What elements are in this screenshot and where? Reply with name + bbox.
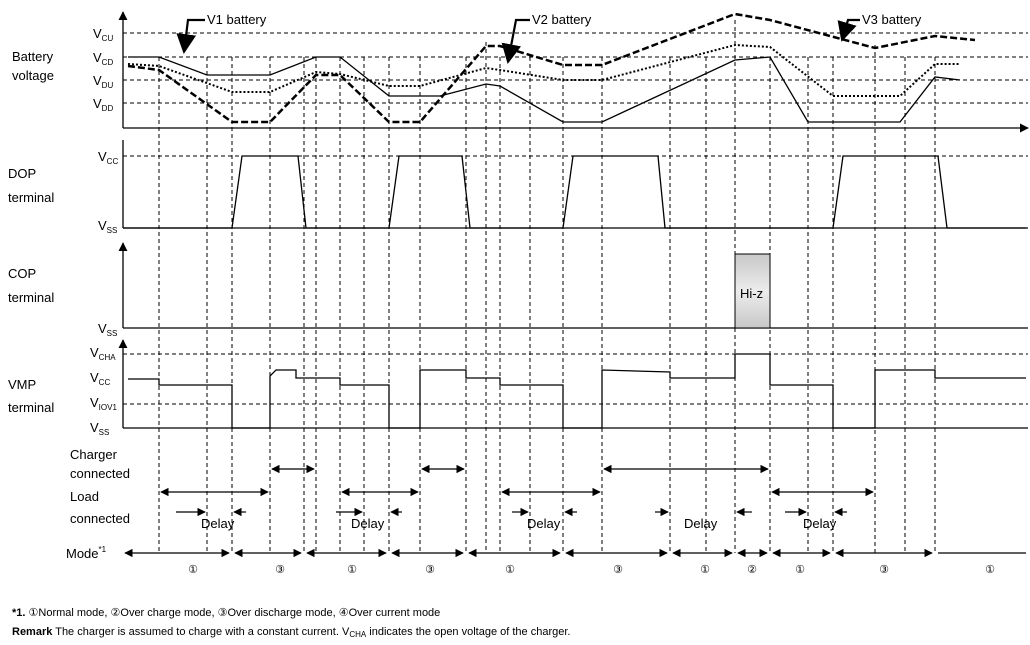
remark-sub: CHA xyxy=(349,630,367,639)
label-mode: Mode*1 xyxy=(66,545,107,561)
remark-text-a: The charger is assumed to charge with a … xyxy=(55,626,350,638)
footnote-modes: *1. ①Normal mode, ②Over charge mode, ③Ov… xyxy=(12,606,440,619)
label-dop-terminal-1: DOP xyxy=(8,166,36,181)
level-vcha: VCHA xyxy=(90,345,116,362)
footnote-mark: *1. xyxy=(12,607,26,619)
waveform-vmp xyxy=(128,353,1026,429)
level-dop-vss: VSS xyxy=(98,218,117,235)
mode-marker-3: ① xyxy=(347,564,357,576)
label-battery-voltage-2: voltage xyxy=(12,68,54,83)
level-vdu: VDU xyxy=(93,73,113,90)
callout-v1-battery: V1 battery xyxy=(207,12,267,27)
delay-label-2: Delay xyxy=(351,516,385,531)
hiz-label: Hi-z xyxy=(740,286,763,301)
level-vcd: VCD xyxy=(93,50,113,67)
axes xyxy=(118,11,1029,429)
mode-marker-10: ③ xyxy=(879,564,889,576)
remark-text-b: indicates the open voltage of the charge… xyxy=(366,626,571,638)
battery-callouts xyxy=(176,18,860,64)
level-dop-vcc: VCC xyxy=(98,149,118,166)
waveform-v2-battery xyxy=(127,43,960,97)
callout-v2-battery: V2 battery xyxy=(532,12,592,27)
mode-marker-1: ① xyxy=(188,564,198,576)
footnote-remark: Remark The charger is assumed to charge … xyxy=(12,626,570,639)
battery-waveforms xyxy=(127,12,976,124)
mode-word: Mode xyxy=(66,546,99,561)
mode-marker-8: ② xyxy=(747,564,757,576)
delay-label-5: Delay xyxy=(803,516,837,531)
level-viov1: VIOV1 xyxy=(90,395,117,412)
mode-superscript: *1 xyxy=(99,545,107,554)
hiz-region xyxy=(734,253,771,329)
label-cop-terminal-2: terminal xyxy=(8,290,54,305)
label-dop-terminal-2: terminal xyxy=(8,190,54,205)
delay-label-4: Delay xyxy=(684,516,718,531)
mode-marker-4: ③ xyxy=(425,564,435,576)
label-load-connected-1: Load xyxy=(70,489,99,504)
level-vmp-vss: VSS xyxy=(90,420,109,437)
mode-marker-2: ③ xyxy=(275,564,285,576)
delay-label-3: Delay xyxy=(527,516,561,531)
label-charger-connected-2: connected xyxy=(70,466,130,481)
reference-levels xyxy=(123,32,1028,405)
label-battery-voltage-1: Battery xyxy=(12,49,54,64)
event-lines xyxy=(158,20,936,553)
connection-arrows xyxy=(160,464,874,517)
mode-marker-11: ① xyxy=(985,564,995,576)
level-cop-vss: VSS xyxy=(98,321,117,338)
mode-marker-5: ① xyxy=(505,564,515,576)
label-vmp-terminal-1: VMP xyxy=(8,377,36,392)
delay-label-1: Delay xyxy=(201,516,235,531)
waveform-dop xyxy=(123,155,1026,229)
level-vmp-vcc: VCC xyxy=(90,370,110,387)
level-vcu: VCU xyxy=(93,26,113,43)
footnote-text: ①Normal mode, ②Over charge mode, ③Over d… xyxy=(28,607,441,619)
mode-marker-6: ③ xyxy=(613,564,623,576)
callout-v3-battery: V3 battery xyxy=(862,12,922,27)
label-load-connected-2: connected xyxy=(70,511,130,526)
remark-label: Remark xyxy=(12,626,53,638)
label-cop-terminal-1: COP xyxy=(8,266,36,281)
mode-marker-7: ① xyxy=(700,564,710,576)
label-vmp-terminal-2: terminal xyxy=(8,400,54,415)
label-charger-connected-1: Charger xyxy=(70,447,118,462)
waveform-v1-battery xyxy=(128,56,961,123)
mode-marker-9: ① xyxy=(795,564,805,576)
waveform-v3-battery xyxy=(127,12,976,124)
level-vdd: VDD xyxy=(93,96,113,113)
